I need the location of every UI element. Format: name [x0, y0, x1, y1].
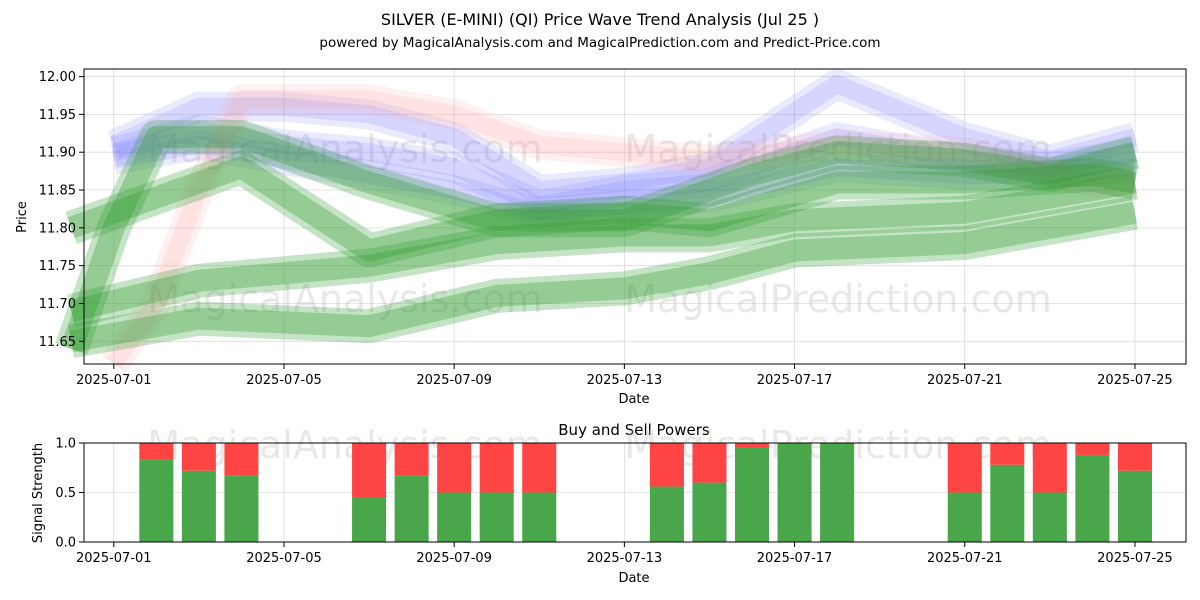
sell-bar — [947, 443, 982, 493]
wave-band-wave-green-1 — [65, 150, 1138, 268]
wave-band-wave-blue-1 — [110, 75, 1138, 199]
buy-sell-x-tick-label: 2025-07-17 — [757, 551, 833, 566]
buy-bar — [777, 443, 812, 542]
wave-band-wave-green-3 — [69, 201, 1137, 353]
wave-band-wave-blue-2 — [111, 120, 1137, 215]
wave-band-wave-blue-2 — [109, 114, 1138, 221]
sell-bar — [649, 443, 684, 487]
price-y-tick-label: 12.00 — [39, 70, 76, 85]
buy-bar — [734, 447, 770, 542]
price-wave-bands — [55, 69, 1140, 373]
buy-bar — [990, 464, 1025, 542]
wave-band-wave-green-2 — [67, 165, 1138, 328]
sell-bar — [1032, 443, 1067, 493]
buy-bar — [352, 497, 387, 542]
chart-title: SILVER (E-MINI) (QI) Price Wave Trend An… — [381, 10, 819, 29]
watermark: MagicalPrediction.com — [624, 127, 1052, 171]
sell-bar — [479, 443, 514, 493]
wave-band-wave-green-4 — [60, 126, 1138, 353]
price-plot-area — [84, 69, 1186, 364]
price-x-tick-label: 2025-07-01 — [76, 373, 152, 388]
price-x-tick-label: 2025-07-05 — [246, 373, 322, 388]
buy-bar — [692, 482, 727, 542]
sell-bar — [522, 443, 557, 493]
price-x-ticks: 2025-07-01 2025-07-05 2025-07-09 2025-07-13… — [76, 364, 1173, 388]
buy-bar — [479, 492, 514, 542]
buy-bar — [820, 443, 855, 542]
buy-sell-x-tick-label: 2025-07-21 — [927, 551, 1003, 566]
buy-sell-x-tick-label: 2025-07-05 — [246, 551, 322, 566]
buy-sell-chart: Buy and Sell Powers MagicalAnalysis.com … — [31, 421, 1187, 586]
sell-bar — [1075, 443, 1110, 455]
price-y-tick-label: 11.90 — [39, 146, 76, 161]
buy-bar — [1075, 454, 1110, 542]
price-y-axis-label: Price — [15, 201, 30, 233]
sell-bar — [139, 443, 174, 460]
price-y-tick-label: 11.70 — [39, 297, 76, 312]
watermark: MagicalAnalysis.com — [147, 127, 542, 171]
sell-bar — [1117, 443, 1152, 471]
buy-bar — [649, 486, 684, 542]
chart-subtitle: powered by MagicalAnalysis.com and Magic… — [319, 35, 880, 51]
buy-sell-y-ticks: 0.0 0.5 1.0 — [55, 437, 84, 551]
buy-bar — [947, 492, 982, 542]
buy-bar — [522, 492, 557, 542]
price-y-tick-label: 11.85 — [39, 184, 76, 199]
price-gridlines — [84, 69, 1186, 364]
wave-band-wave-blue-1 — [107, 69, 1139, 205]
price-y-ticks: 11.65 11.70 11.75 11.80 11.85 11.90 11.95 12.00 — [39, 70, 84, 350]
buy-sell-y-tick-label: 0.5 — [55, 486, 76, 501]
buy-bar — [181, 470, 216, 542]
wave-band-wave-blue-3 — [112, 135, 1136, 222]
wave-band-wave-green-2 — [68, 171, 1137, 322]
price-x-axis-label: Date — [618, 392, 649, 407]
sell-bar — [352, 443, 387, 498]
buy-bar — [394, 475, 429, 542]
wave-band-wave-red-1 — [101, 84, 1135, 373]
buy-bar — [139, 459, 174, 542]
sell-bar — [181, 443, 216, 471]
sell-bar — [990, 443, 1025, 465]
watermark: MagicalPrediction.com — [624, 277, 1052, 321]
price-x-tick-label: 2025-07-21 — [927, 373, 1003, 388]
price-y-tick-label: 11.75 — [39, 259, 76, 274]
buy-sell-x-tick-label: 2025-07-25 — [1097, 551, 1173, 566]
buy-bar — [437, 492, 472, 542]
buy-sell-title: Buy and Sell Powers — [558, 421, 710, 439]
price-x-tick-label: 2025-07-25 — [1097, 373, 1173, 388]
sell-bar — [437, 443, 472, 493]
wave-band-wave-green-1 — [67, 156, 1137, 262]
price-y-tick-label: 11.80 — [39, 221, 76, 236]
price-x-tick-label: 2025-07-13 — [587, 373, 663, 388]
wave-band-wave-green-3 — [68, 195, 1138, 359]
buy-sell-x-axis-label: Date — [618, 571, 649, 586]
price-plot-frame — [83, 68, 1187, 365]
buy-sell-x-ticks: 2025-07-01 2025-07-05 2025-07-09 2025-07-13… — [76, 542, 1173, 566]
price-watermarks: MagicalAnalysis.com MagicalPrediction.co… — [147, 127, 1051, 321]
buy-sell-y-tick-label: 0.0 — [55, 536, 76, 551]
price-y-tick-label: 11.65 — [39, 335, 76, 350]
buy-sell-bars — [139, 443, 1152, 542]
buy-sell-x-tick-label: 2025-07-01 — [76, 551, 152, 566]
wave-band-wave-green-4 — [55, 120, 1140, 355]
buy-bar — [224, 475, 259, 542]
wave-band-wave-red-1 — [106, 90, 1135, 370]
price-x-tick-label: 2025-07-09 — [416, 373, 492, 388]
price-x-tick-label: 2025-07-17 — [757, 373, 833, 388]
wave-band-wave-blue-3 — [111, 129, 1137, 228]
buy-bar — [1117, 470, 1152, 542]
price-wave-chart: MagicalAnalysis.com MagicalPrediction.co… — [15, 68, 1187, 407]
buy-sell-y-axis-label: Signal Strength — [31, 443, 46, 543]
sell-bar — [224, 443, 259, 476]
buy-bar — [1032, 492, 1067, 542]
price-y-tick-label: 11.95 — [39, 108, 76, 123]
buy-sell-y-tick-label: 1.0 — [55, 437, 76, 452]
sell-bar — [394, 443, 429, 476]
sell-bar — [692, 443, 727, 483]
buy-sell-x-tick-label: 2025-07-13 — [587, 551, 663, 566]
sell-bar — [734, 443, 770, 448]
watermark: MagicalAnalysis.com — [147, 277, 542, 321]
buy-sell-x-tick-label: 2025-07-09 — [416, 551, 492, 566]
